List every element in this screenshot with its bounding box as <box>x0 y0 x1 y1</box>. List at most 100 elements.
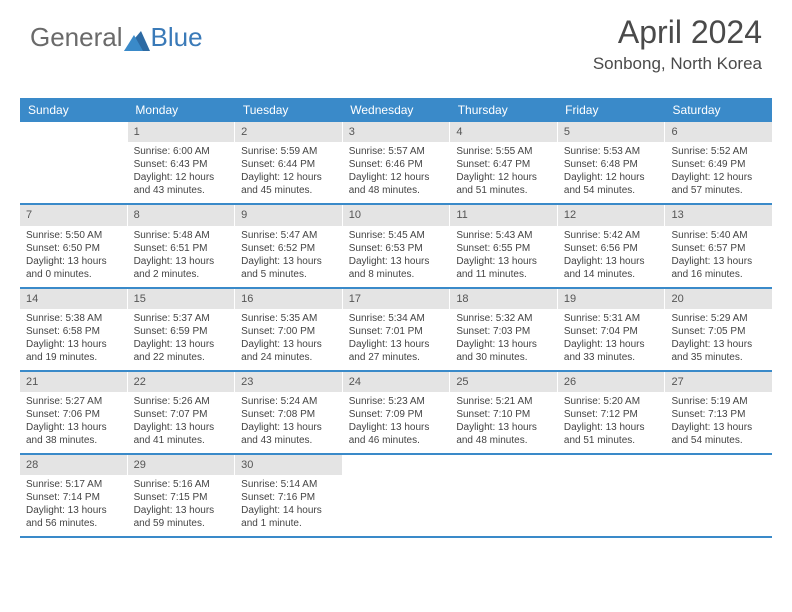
dow-wednesday: Wednesday <box>342 98 449 122</box>
day-body: Sunrise: 5:32 AMSunset: 7:03 PMDaylight:… <box>450 309 557 370</box>
day-cell: 23Sunrise: 5:24 AMSunset: 7:08 PMDayligh… <box>235 372 343 453</box>
sunset-text: Sunset: 6:57 PM <box>671 242 768 255</box>
location-label: Sonbong, North Korea <box>593 54 762 74</box>
day-cell: 10Sunrise: 5:45 AMSunset: 6:53 PMDayligh… <box>343 205 451 286</box>
sunrise-text: Sunrise: 5:57 AM <box>349 145 446 158</box>
sunrise-text: Sunrise: 5:20 AM <box>564 395 661 408</box>
daylight-text: Daylight: 14 hours and 1 minute. <box>241 504 338 530</box>
daylight-text: Daylight: 13 hours and 51 minutes. <box>564 421 661 447</box>
page-title: April 2024 <box>618 14 762 51</box>
sunset-text: Sunset: 7:05 PM <box>671 325 768 338</box>
sunrise-text: Sunrise: 5:19 AM <box>671 395 768 408</box>
day-body: Sunrise: 5:50 AMSunset: 6:50 PMDaylight:… <box>20 226 127 287</box>
day-cell: 12Sunrise: 5:42 AMSunset: 6:56 PMDayligh… <box>558 205 666 286</box>
daylight-text: Daylight: 13 hours and 38 minutes. <box>26 421 123 447</box>
day-body: Sunrise: 5:20 AMSunset: 7:12 PMDaylight:… <box>558 392 665 453</box>
daylight-text: Daylight: 12 hours and 43 minutes. <box>134 171 231 197</box>
sunrise-text: Sunrise: 5:47 AM <box>241 229 338 242</box>
daylight-text: Daylight: 13 hours and 5 minutes. <box>241 255 338 281</box>
sunset-text: Sunset: 6:44 PM <box>241 158 338 171</box>
sunset-text: Sunset: 6:59 PM <box>134 325 231 338</box>
week-row: 28Sunrise: 5:17 AMSunset: 7:14 PMDayligh… <box>20 455 772 538</box>
day-body: Sunrise: 5:35 AMSunset: 7:00 PMDaylight:… <box>235 309 342 370</box>
day-number: 15 <box>128 289 235 309</box>
sunrise-text: Sunrise: 5:27 AM <box>26 395 123 408</box>
sunset-text: Sunset: 6:46 PM <box>349 158 446 171</box>
dow-friday: Friday <box>557 98 664 122</box>
daylight-text: Daylight: 13 hours and 0 minutes. <box>26 255 123 281</box>
sunrise-text: Sunrise: 5:35 AM <box>241 312 338 325</box>
daylight-text: Daylight: 13 hours and 56 minutes. <box>26 504 123 530</box>
sunset-text: Sunset: 7:15 PM <box>134 491 231 504</box>
sunrise-text: Sunrise: 5:38 AM <box>26 312 123 325</box>
day-body: Sunrise: 5:38 AMSunset: 6:58 PMDaylight:… <box>20 309 127 370</box>
sunset-text: Sunset: 7:16 PM <box>241 491 338 504</box>
day-cell: 25Sunrise: 5:21 AMSunset: 7:10 PMDayligh… <box>450 372 558 453</box>
sunrise-text: Sunrise: 5:37 AM <box>134 312 231 325</box>
day-body: Sunrise: 5:16 AMSunset: 7:15 PMDaylight:… <box>128 475 235 536</box>
sunset-text: Sunset: 7:12 PM <box>564 408 661 421</box>
day-cell: 4Sunrise: 5:55 AMSunset: 6:47 PMDaylight… <box>450 122 558 203</box>
day-number: 18 <box>450 289 557 309</box>
sunset-text: Sunset: 6:43 PM <box>134 158 231 171</box>
day-body: Sunrise: 5:43 AMSunset: 6:55 PMDaylight:… <box>450 226 557 287</box>
sunset-text: Sunset: 6:58 PM <box>26 325 123 338</box>
dow-saturday: Saturday <box>665 98 772 122</box>
day-body: Sunrise: 5:37 AMSunset: 6:59 PMDaylight:… <box>128 309 235 370</box>
sunset-text: Sunset: 7:10 PM <box>456 408 553 421</box>
day-number: 14 <box>20 289 127 309</box>
day-number: 26 <box>558 372 665 392</box>
day-body: Sunrise: 5:40 AMSunset: 6:57 PMDaylight:… <box>665 226 772 287</box>
day-cell: 26Sunrise: 5:20 AMSunset: 7:12 PMDayligh… <box>558 372 666 453</box>
daylight-text: Daylight: 12 hours and 51 minutes. <box>456 171 553 197</box>
dow-sunday: Sunday <box>20 98 127 122</box>
day-cell: 17Sunrise: 5:34 AMSunset: 7:01 PMDayligh… <box>343 289 451 370</box>
day-cell: 2Sunrise: 5:59 AMSunset: 6:44 PMDaylight… <box>235 122 343 203</box>
sunrise-text: Sunrise: 5:59 AM <box>241 145 338 158</box>
daylight-text: Daylight: 13 hours and 54 minutes. <box>671 421 768 447</box>
day-body: Sunrise: 5:31 AMSunset: 7:04 PMDaylight:… <box>558 309 665 370</box>
daylight-text: Daylight: 13 hours and 59 minutes. <box>134 504 231 530</box>
day-cell: 22Sunrise: 5:26 AMSunset: 7:07 PMDayligh… <box>128 372 236 453</box>
day-body: Sunrise: 5:24 AMSunset: 7:08 PMDaylight:… <box>235 392 342 453</box>
day-cell: 8Sunrise: 5:48 AMSunset: 6:51 PMDaylight… <box>128 205 236 286</box>
day-body: Sunrise: 5:59 AMSunset: 6:44 PMDaylight:… <box>235 142 342 203</box>
dow-thursday: Thursday <box>450 98 557 122</box>
sunrise-text: Sunrise: 5:34 AM <box>349 312 446 325</box>
day-body: Sunrise: 5:27 AMSunset: 7:06 PMDaylight:… <box>20 392 127 453</box>
brand-part2: Blue <box>151 22 203 53</box>
day-cell: 7Sunrise: 5:50 AMSunset: 6:50 PMDaylight… <box>20 205 128 286</box>
sunset-text: Sunset: 7:06 PM <box>26 408 123 421</box>
sunset-text: Sunset: 6:56 PM <box>564 242 661 255</box>
logo-triangle-icon <box>124 27 150 49</box>
week-row: 21Sunrise: 5:27 AMSunset: 7:06 PMDayligh… <box>20 372 772 455</box>
brand-logo: General Blue <box>30 22 203 53</box>
day-cell: 29Sunrise: 5:16 AMSunset: 7:15 PMDayligh… <box>128 455 236 536</box>
day-cell: 1Sunrise: 6:00 AMSunset: 6:43 PMDaylight… <box>128 122 236 203</box>
day-number: 28 <box>20 455 127 475</box>
day-number: 4 <box>450 122 557 142</box>
brand-part1: General <box>30 22 123 53</box>
day-number <box>20 122 127 140</box>
sunrise-text: Sunrise: 5:40 AM <box>671 229 768 242</box>
daylight-text: Daylight: 13 hours and 14 minutes. <box>564 255 661 281</box>
day-number <box>343 455 450 473</box>
sunrise-text: Sunrise: 5:53 AM <box>564 145 661 158</box>
day-number: 25 <box>450 372 557 392</box>
day-number: 8 <box>128 205 235 225</box>
sunset-text: Sunset: 7:08 PM <box>241 408 338 421</box>
day-number: 1 <box>128 122 235 142</box>
day-cell: 9Sunrise: 5:47 AMSunset: 6:52 PMDaylight… <box>235 205 343 286</box>
day-body: Sunrise: 5:29 AMSunset: 7:05 PMDaylight:… <box>665 309 772 370</box>
day-number: 20 <box>665 289 772 309</box>
day-cell: 19Sunrise: 5:31 AMSunset: 7:04 PMDayligh… <box>558 289 666 370</box>
dow-header-row: Sunday Monday Tuesday Wednesday Thursday… <box>20 98 772 122</box>
sunrise-text: Sunrise: 5:31 AM <box>564 312 661 325</box>
week-row: 14Sunrise: 5:38 AMSunset: 6:58 PMDayligh… <box>20 289 772 372</box>
sunrise-text: Sunrise: 5:42 AM <box>564 229 661 242</box>
day-body: Sunrise: 5:57 AMSunset: 6:46 PMDaylight:… <box>343 142 450 203</box>
day-body: Sunrise: 5:19 AMSunset: 7:13 PMDaylight:… <box>665 392 772 453</box>
sunrise-text: Sunrise: 5:43 AM <box>456 229 553 242</box>
sunrise-text: Sunrise: 5:45 AM <box>349 229 446 242</box>
sunset-text: Sunset: 7:07 PM <box>134 408 231 421</box>
